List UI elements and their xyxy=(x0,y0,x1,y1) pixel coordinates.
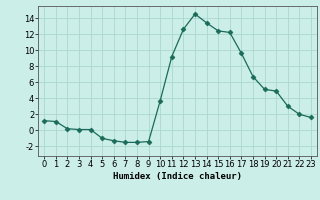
X-axis label: Humidex (Indice chaleur): Humidex (Indice chaleur) xyxy=(113,172,242,181)
